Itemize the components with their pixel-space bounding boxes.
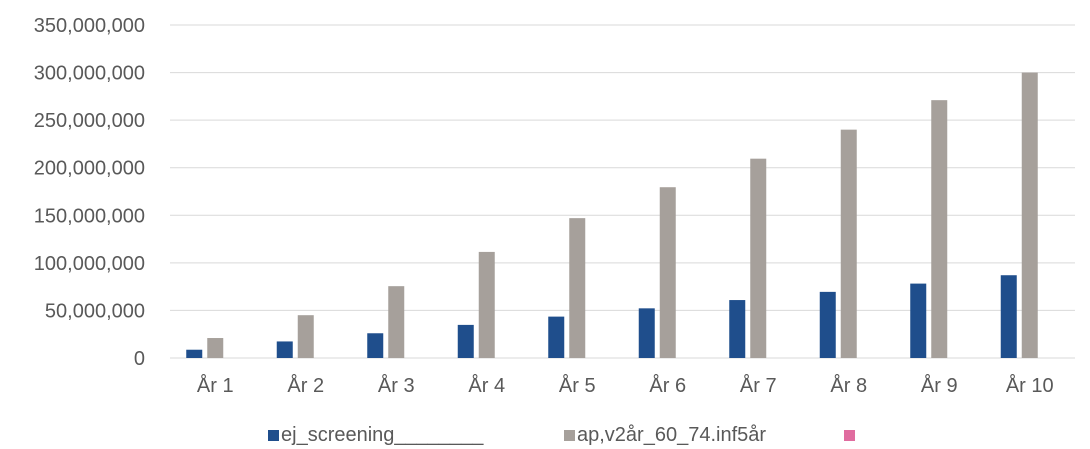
bar-series-2-3	[388, 286, 404, 358]
x-tick-label: År 5	[559, 374, 596, 397]
bar-series-1-1	[186, 350, 202, 358]
bar-series-2-4	[479, 252, 495, 358]
x-tick-label: År 9	[921, 374, 958, 397]
bar-series-1-10	[1001, 275, 1017, 358]
x-tick-label: År 6	[649, 374, 686, 397]
bar-series-1-3	[367, 333, 383, 358]
y-tick-label: 200,000,000	[34, 158, 145, 180]
legend-swatch-1	[268, 430, 279, 441]
legend: ej_screening________ ap,v2år_60_74.inf5år	[268, 424, 855, 446]
y-tick-label: 150,000,000	[34, 205, 145, 227]
legend-swatch-3	[844, 430, 855, 441]
bar-series-2-5	[569, 218, 585, 358]
x-tick-label: År 10	[1006, 374, 1054, 397]
bar-series-1-5	[548, 317, 564, 358]
bar-series-1-2	[277, 341, 293, 358]
x-tick-label: År 2	[287, 374, 324, 397]
bar-series-2-9	[931, 100, 947, 358]
x-tick-label: År 8	[830, 374, 867, 397]
bar-series-1-6	[639, 308, 655, 358]
bar-series-1-8	[820, 292, 836, 358]
y-tick-label: 250,000,000	[34, 110, 145, 132]
y-tick-label: 0	[134, 348, 145, 370]
bar-series-1-4	[458, 325, 474, 358]
y-tick-label: 50,000,000	[45, 300, 145, 322]
legend-swatch-2	[564, 430, 575, 441]
x-tick-label: År 3	[378, 374, 415, 397]
x-tick-label: År 1	[197, 374, 234, 397]
legend-label-1: ej_screening________	[281, 424, 484, 446]
bar-series-1-7	[729, 300, 745, 358]
bar-series-2-7	[750, 159, 766, 358]
x-tick-label: År 7	[740, 374, 777, 397]
y-axis-tick-labels: 0 50,000,000 100,000,000 150,000,000 200,000…	[34, 15, 145, 370]
y-tick-label: 300,000,000	[34, 63, 145, 85]
x-tick-label: År 4	[468, 374, 505, 397]
y-tick-label: 100,000,000	[34, 253, 145, 275]
bar-series-2-8	[841, 130, 857, 358]
bar-series-2-10	[1022, 73, 1038, 358]
bar-series-2-1	[207, 338, 223, 358]
legend-label-2: ap,v2år_60_74.inf5år	[577, 424, 766, 446]
y-tick-label: 350,000,000	[34, 15, 145, 37]
bar-series-2-2	[298, 315, 314, 358]
bar-series-1-9	[910, 284, 926, 358]
x-axis-tick-labels: År 1 År 2 År 3 År 4 År 5 År 6 År 7 År 8 År 9 År 1…	[197, 374, 1054, 397]
bar-series-2-6	[660, 187, 676, 358]
